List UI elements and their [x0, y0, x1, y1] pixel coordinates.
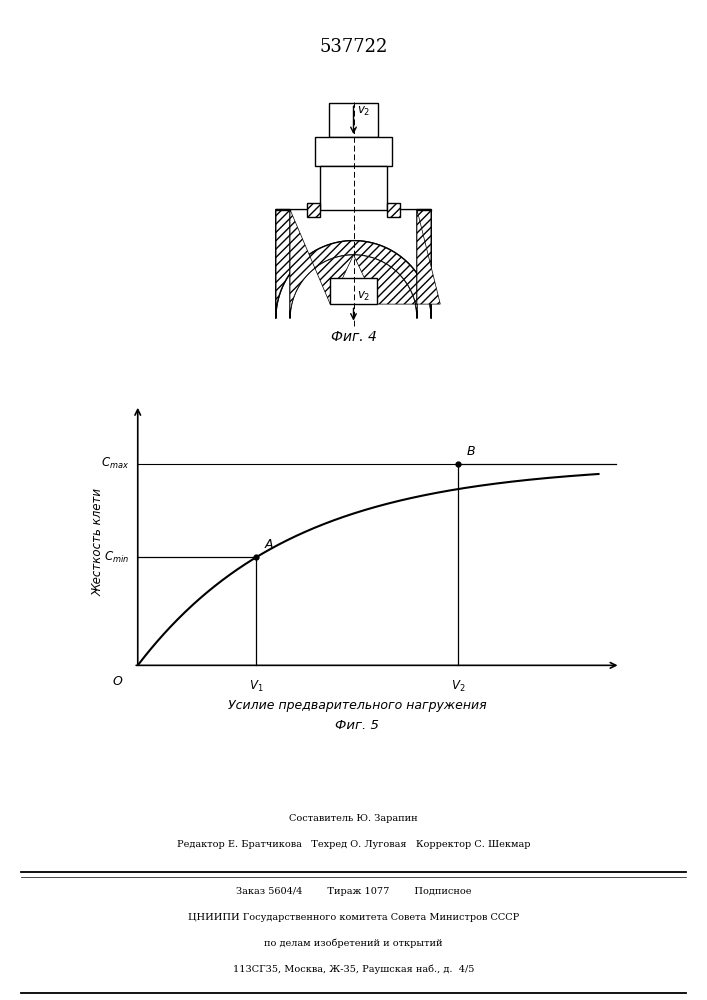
Text: B: B [467, 445, 476, 458]
Text: Заказ 5604/4        Тираж 1077        Подписное: Заказ 5604/4 Тираж 1077 Подписное [235, 887, 472, 896]
Text: $v_2$: $v_2$ [357, 290, 370, 303]
Text: ЦНИИПИ Государственного комитета Совета Министров СССР: ЦНИИПИ Государственного комитета Совета … [188, 913, 519, 922]
Text: Фиг. 5: Фиг. 5 [335, 719, 379, 732]
Text: 537722: 537722 [320, 38, 387, 56]
Polygon shape [276, 210, 431, 318]
Text: O: O [112, 675, 122, 688]
Text: A: A [265, 538, 274, 551]
Bar [387, 203, 400, 217]
Text: Усилие предварительного нагружения: Усилие предварительного нагружения [228, 699, 486, 712]
Text: Жесткость клети: Жесткость клети [92, 488, 105, 596]
Text: по делам изобретений и открытий: по делам изобретений и открытий [264, 939, 443, 948]
Bar [330, 278, 377, 304]
Polygon shape [276, 210, 431, 318]
Text: Составитель Ю. Зарапин: Составитель Ю. Зарапин [289, 814, 418, 823]
Text: $v_2$: $v_2$ [357, 105, 370, 118]
Text: Редактор Е. Братчикова   Техред О. Луговая   Корректор С. Шекмар: Редактор Е. Братчикова Техред О. Луговая… [177, 840, 530, 849]
Text: 113СГ35, Москва, Ж-35, Раушская наб., д.  4/5: 113СГ35, Москва, Ж-35, Раушская наб., д.… [233, 965, 474, 974]
Bar [315, 137, 392, 165]
Bar [329, 103, 378, 137]
Text: $C_{max}$: $C_{max}$ [101, 456, 129, 471]
Polygon shape [290, 210, 354, 318]
Text: $V_1$: $V_1$ [249, 679, 264, 694]
Polygon shape [354, 210, 440, 318]
Text: $V_2$: $V_2$ [451, 679, 465, 694]
Text: Фиг. 4: Фиг. 4 [331, 330, 376, 344]
Text: $C_{min}$: $C_{min}$ [104, 550, 129, 565]
Bar [307, 203, 320, 217]
Bar [320, 166, 387, 210]
